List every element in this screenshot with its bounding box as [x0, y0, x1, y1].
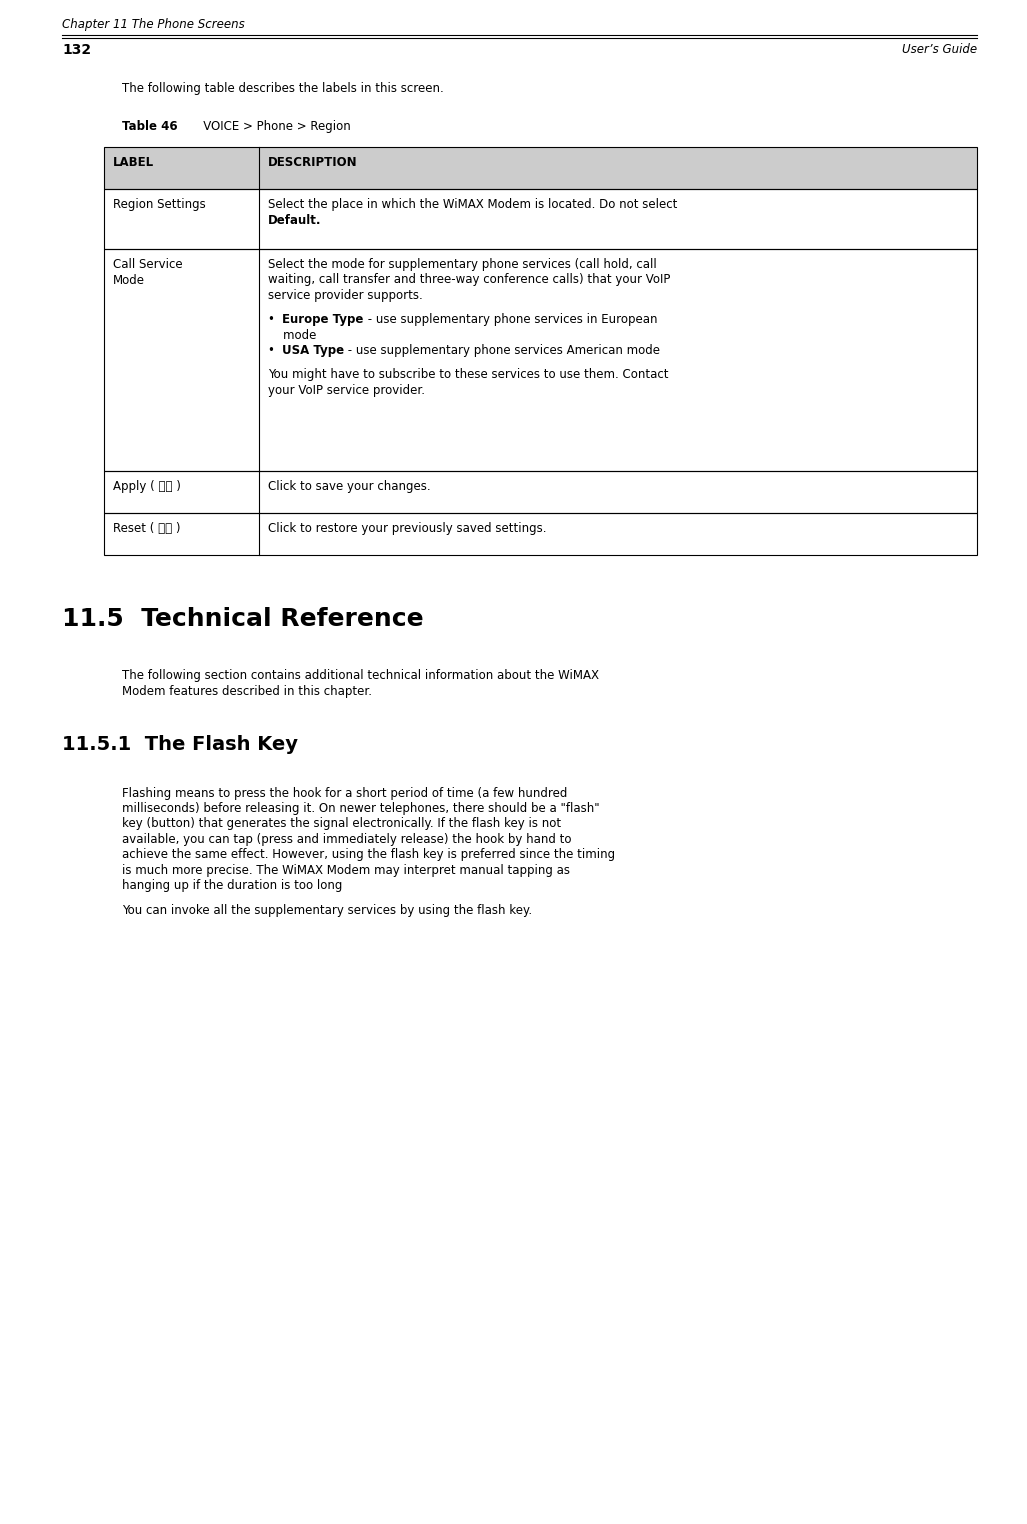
Bar — [104, 146, 977, 189]
Text: DESCRIPTION: DESCRIPTION — [268, 155, 357, 169]
Text: You might have to subscribe to these services to use them. Contact: You might have to subscribe to these ser… — [268, 369, 669, 381]
Text: Table 46: Table 46 — [122, 120, 178, 133]
Bar — [104, 471, 977, 514]
Text: VOICE > Phone > Region: VOICE > Phone > Region — [192, 120, 351, 133]
Text: 11.5.1  The Flash Key: 11.5.1 The Flash Key — [62, 735, 298, 753]
Text: waiting, call transfer and three-way conference calls) that your VoIP: waiting, call transfer and three-way con… — [268, 273, 671, 287]
Text: key (button) that generates the signal electronically. If the flash key is not: key (button) that generates the signal e… — [122, 817, 561, 831]
Text: 132: 132 — [62, 43, 91, 56]
Bar — [104, 248, 977, 471]
Text: your VoIP service provider.: your VoIP service provider. — [268, 384, 425, 396]
Text: mode: mode — [268, 329, 316, 341]
Bar — [104, 189, 977, 248]
Text: Select the place in which the WiMAX Modem is located. Do not select: Select the place in which the WiMAX Mode… — [268, 198, 678, 210]
Text: available, you can tap (press and immediately release) the hook by hand to: available, you can tap (press and immedi… — [122, 834, 571, 846]
Bar — [104, 471, 977, 514]
Text: Default.: Default. — [268, 213, 321, 227]
Text: Mode: Mode — [113, 273, 145, 287]
Text: Modem features described in this chapter.: Modem features described in this chapter… — [122, 684, 372, 698]
Bar — [104, 146, 977, 189]
Bar — [104, 189, 977, 248]
Text: Reset ( 重設 ): Reset ( 重設 ) — [113, 523, 181, 535]
Bar — [104, 248, 977, 471]
Text: The following section contains additional technical information about the WiMAX: The following section contains additiona… — [122, 669, 599, 683]
Text: Region Settings: Region Settings — [113, 198, 205, 210]
Bar — [104, 514, 977, 555]
Text: •: • — [268, 312, 282, 326]
Text: Click to save your changes.: Click to save your changes. — [268, 480, 430, 492]
Text: LABEL: LABEL — [113, 155, 154, 169]
Text: achieve the same effect. However, using the flash key is preferred since the tim: achieve the same effect. However, using … — [122, 849, 615, 861]
Text: - use supplementary phone services in European: - use supplementary phone services in Eu… — [364, 312, 657, 326]
Text: User’s Guide: User’s Guide — [902, 43, 977, 56]
Text: 11.5  Technical Reference: 11.5 Technical Reference — [62, 607, 423, 631]
Text: Click to restore your previously saved settings.: Click to restore your previously saved s… — [268, 523, 546, 535]
Text: - use supplementary phone services American mode: - use supplementary phone services Ameri… — [344, 344, 660, 357]
Text: service provider supports.: service provider supports. — [268, 290, 423, 302]
Text: •: • — [268, 344, 282, 357]
Text: Call Service: Call Service — [113, 258, 183, 271]
Text: Apply ( 套用 ): Apply ( 套用 ) — [113, 480, 181, 492]
Text: milliseconds) before releasing it. On newer telephones, there should be a "flash: milliseconds) before releasing it. On ne… — [122, 802, 600, 815]
Text: USA Type: USA Type — [282, 344, 344, 357]
Text: The following table describes the labels in this screen.: The following table describes the labels… — [122, 82, 444, 94]
Bar — [104, 514, 977, 555]
Text: Europe Type: Europe Type — [282, 312, 364, 326]
Text: Chapter 11 The Phone Screens: Chapter 11 The Phone Screens — [62, 18, 244, 30]
Text: hanging up if the duration is too long: hanging up if the duration is too long — [122, 879, 342, 893]
Text: Select the mode for supplementary phone services (call hold, call: Select the mode for supplementary phone … — [268, 258, 656, 271]
Text: is much more precise. The WiMAX Modem may interpret manual tapping as: is much more precise. The WiMAX Modem ma… — [122, 864, 570, 876]
Text: You can invoke all the supplementary services by using the flash key.: You can invoke all the supplementary ser… — [122, 904, 532, 916]
Text: Flashing means to press the hook for a short period of time (a few hundred: Flashing means to press the hook for a s… — [122, 786, 567, 800]
